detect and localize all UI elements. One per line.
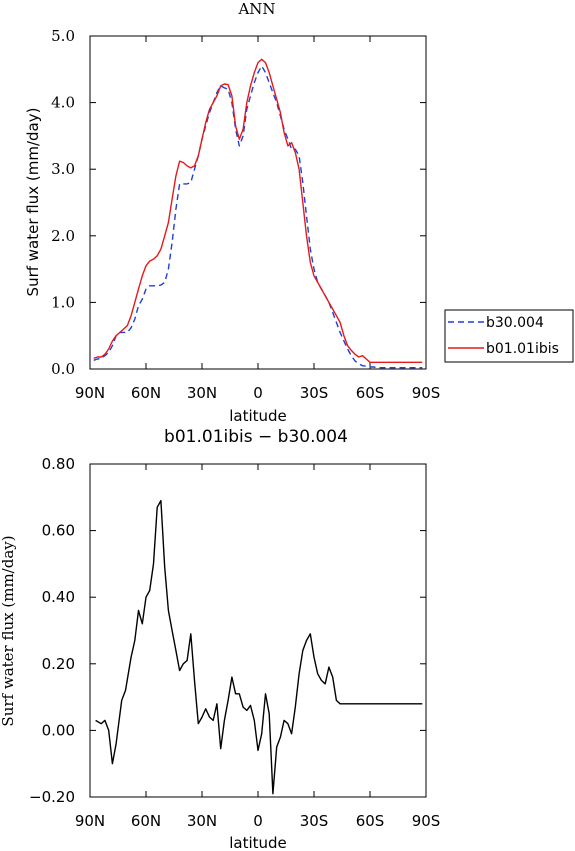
x-tick-label: 90S xyxy=(412,384,441,402)
series-line-1 xyxy=(93,65,423,369)
y-tick-label: 5.0 xyxy=(51,27,75,45)
top-panel-x-ticks: 90N 60N 30N 0 30S 60S 90S xyxy=(75,36,440,402)
x-tick-label: 30N xyxy=(187,384,217,402)
y-tick-label: 0.0 xyxy=(51,360,75,378)
bottom-panel-x-ticks: 90N 60N 30N 0 30S 60S 90S xyxy=(75,464,440,830)
y-tick-label: 0.00 xyxy=(42,721,75,739)
legend-label-b30: b30.004 xyxy=(486,315,544,331)
top-panel-y-ticks: 0.0 1.0 2.0 3.0 4.0 5.0 xyxy=(51,27,426,378)
x-tick-label: 0 xyxy=(253,812,263,830)
bottom-panel: b01.01ibis − b30.004 −0.20 0.00 0.20 0.40 0.… xyxy=(0,427,440,851)
y-tick-label: 0.60 xyxy=(42,522,75,540)
bottom-panel-x-label: latitude xyxy=(229,834,287,851)
legend: b30.004 b01.01ibis xyxy=(444,309,574,363)
top-panel-x-label: latitude xyxy=(229,407,287,425)
x-tick-label: 90S xyxy=(412,812,441,830)
bottom-panel-series xyxy=(95,499,423,795)
x-tick-label: 30S xyxy=(300,384,329,402)
x-tick-label: 60S xyxy=(356,812,385,830)
top-panel-frame xyxy=(89,35,427,370)
bottom-panel-y-label: Surf water flux (mm/day) xyxy=(0,535,17,726)
y-tick-label: 2.0 xyxy=(51,227,75,245)
series-line-1 xyxy=(95,499,423,795)
x-tick-label: 90N xyxy=(75,384,105,402)
x-tick-label: 60N xyxy=(131,384,161,402)
x-tick-label: 60S xyxy=(356,384,385,402)
bottom-panel-title: b01.01ibis − b30.004 xyxy=(164,427,348,447)
y-tick-label: 0.20 xyxy=(42,655,75,673)
bottom-panel-y-ticks: −0.20 0.00 0.20 0.40 0.60 0.80 xyxy=(29,455,426,806)
legend-label-b01: b01.01ibis xyxy=(486,341,559,357)
y-tick-label: 1.0 xyxy=(51,293,75,311)
y-tick-label: 4.0 xyxy=(51,94,75,112)
top-panel: ANN 0.01.02.03.04.05.0 90N 60N 30N 0 30S 60S 9… xyxy=(24,0,440,425)
x-tick-label: 30N xyxy=(187,812,217,830)
x-tick-label: 30S xyxy=(300,812,329,830)
x-tick-label: 60N xyxy=(131,812,161,830)
series-line-2 xyxy=(93,58,423,363)
x-tick-label: 90N xyxy=(75,812,105,830)
top-panel-series xyxy=(93,58,423,369)
top-panel-title: ANN xyxy=(237,0,275,18)
x-tick-label: 0 xyxy=(253,384,263,402)
y-tick-label: −0.20 xyxy=(29,788,75,806)
top-panel-y-label: Surf water flux (mm/day) xyxy=(24,108,42,297)
legend-box xyxy=(444,309,574,363)
y-tick-label: 3.0 xyxy=(51,160,75,178)
y-tick-label: 0.40 xyxy=(42,588,75,606)
y-tick-label: 0.80 xyxy=(42,455,75,473)
